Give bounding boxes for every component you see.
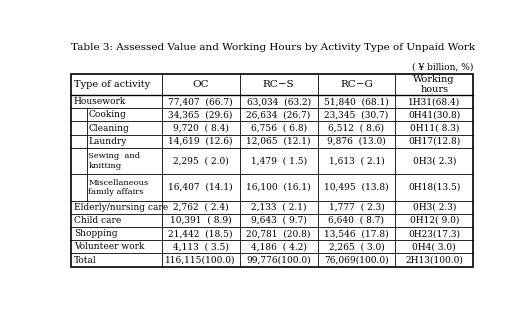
Text: 2,762  ( 2.4): 2,762 ( 2.4) (173, 203, 228, 212)
Text: 1,777  ( 2.3): 1,777 ( 2.3) (329, 203, 384, 212)
Text: Elderly/nursing care: Elderly/nursing care (74, 203, 168, 212)
Text: 16,407  (14.1): 16,407 (14.1) (168, 183, 233, 192)
Text: 4,186  ( 4.2): 4,186 ( 4.2) (251, 242, 306, 252)
Text: 21,442  (18.5): 21,442 (18.5) (168, 229, 233, 238)
Text: 6,512  ( 8.6): 6,512 ( 8.6) (329, 124, 384, 133)
Text: Laundry: Laundry (88, 137, 126, 146)
Text: Housework: Housework (74, 97, 126, 106)
Text: 1,613  ( 2.1): 1,613 ( 2.1) (329, 157, 384, 166)
Text: 0H23(17.3): 0H23(17.3) (408, 229, 460, 238)
Text: 9,876  (13.0): 9,876 (13.0) (327, 137, 386, 146)
Text: 2,265  ( 3.0): 2,265 ( 3.0) (329, 242, 384, 252)
Text: ( ¥ billion, %): ( ¥ billion, %) (412, 62, 473, 71)
Text: 13,546  (17.8): 13,546 (17.8) (324, 229, 389, 238)
Text: RC−G: RC−G (340, 80, 373, 89)
Text: Miscellaneous
family affairs: Miscellaneous family affairs (88, 179, 149, 196)
Text: 2H13(100.0): 2H13(100.0) (405, 256, 463, 265)
Text: 12,065  (12.1): 12,065 (12.1) (246, 137, 311, 146)
Text: 14,619  (12.6): 14,619 (12.6) (168, 137, 233, 146)
Text: 10,391  ( 8.9): 10,391 ( 8.9) (170, 216, 232, 225)
Text: 20,781  (20.8): 20,781 (20.8) (246, 229, 311, 238)
Text: 0H41(30.8): 0H41(30.8) (408, 110, 460, 119)
Text: 0H12( 9.0): 0H12( 9.0) (409, 216, 459, 225)
Text: Working
hours: Working hours (414, 75, 455, 94)
Text: 9,720  ( 8.4): 9,720 ( 8.4) (173, 124, 228, 133)
Text: Total: Total (74, 256, 97, 265)
Text: 16,100  (16.1): 16,100 (16.1) (246, 183, 311, 192)
Text: 9,643  ( 9.7): 9,643 ( 9.7) (251, 216, 306, 225)
Text: 2,133  ( 2.1): 2,133 ( 2.1) (251, 203, 306, 212)
Text: 34,365  (29.6): 34,365 (29.6) (168, 110, 233, 119)
Text: 0H4( 3.0): 0H4( 3.0) (413, 242, 456, 252)
Text: 51,840  (68.1): 51,840 (68.1) (324, 97, 389, 106)
Text: Cleaning: Cleaning (88, 124, 129, 133)
Text: 0H3( 2.3): 0H3( 2.3) (413, 157, 456, 166)
Text: OC: OC (192, 80, 209, 89)
Text: 1H31(68.4): 1H31(68.4) (408, 97, 460, 106)
Text: 2,295  ( 2.0): 2,295 ( 2.0) (173, 157, 228, 166)
Text: Table 3: Assessed Value and Working Hours by Activity Type of Unpaid Work: Table 3: Assessed Value and Working Hour… (71, 43, 475, 52)
Text: 0H11( 8.3): 0H11( 8.3) (409, 124, 459, 133)
Text: 0H17(12.8): 0H17(12.8) (408, 137, 460, 146)
Text: 4,113  ( 3.5): 4,113 ( 3.5) (173, 242, 228, 252)
Text: 76,069(100.0): 76,069(100.0) (324, 256, 389, 265)
Text: Child care: Child care (74, 216, 121, 225)
Text: 0H3( 2.3): 0H3( 2.3) (413, 203, 456, 212)
Bar (71, 74, 473, 267)
Text: Volunteer work: Volunteer work (74, 242, 144, 252)
Text: 0H18(13.5): 0H18(13.5) (408, 183, 460, 192)
Text: Sewing  and
knitting: Sewing and knitting (88, 152, 140, 170)
Text: 1,479  ( 1.5): 1,479 ( 1.5) (251, 157, 306, 166)
Text: 99,776(100.0): 99,776(100.0) (246, 256, 311, 265)
Text: 6,756  ( 6.8): 6,756 ( 6.8) (251, 124, 306, 133)
Text: 6,640  ( 8.7): 6,640 ( 8.7) (329, 216, 384, 225)
Text: 23,345  (30.7): 23,345 (30.7) (324, 110, 389, 119)
Text: RC−S: RC−S (263, 80, 294, 89)
Text: Cooking: Cooking (88, 110, 126, 119)
Text: Shopping: Shopping (74, 229, 117, 238)
Text: 77,407  (66.7): 77,407 (66.7) (168, 97, 233, 106)
Text: 10,495  (13.8): 10,495 (13.8) (324, 183, 389, 192)
Text: 63,034  (63.2): 63,034 (63.2) (246, 97, 311, 106)
Text: 26,634  (26.7): 26,634 (26.7) (246, 110, 311, 119)
Text: Type of activity: Type of activity (74, 80, 150, 89)
Text: 116,115(100.0): 116,115(100.0) (165, 256, 236, 265)
